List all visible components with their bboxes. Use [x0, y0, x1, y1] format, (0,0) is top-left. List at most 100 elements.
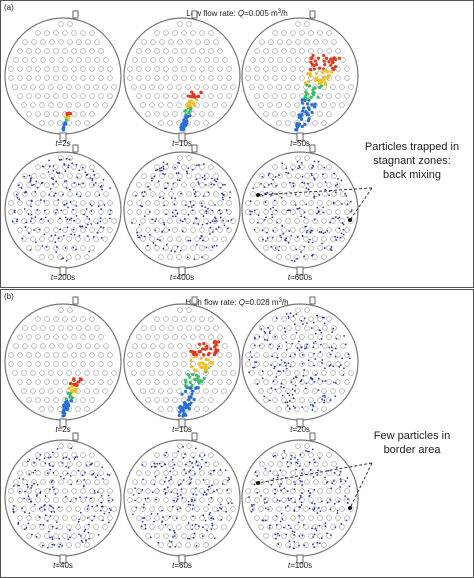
obstacle — [285, 218, 291, 224]
obstacle — [281, 497, 287, 503]
obstacle — [194, 84, 200, 90]
obstacle — [140, 388, 146, 394]
particle — [26, 460, 29, 463]
obstacle — [190, 111, 196, 117]
particle — [202, 376, 206, 380]
particle — [196, 243, 198, 246]
particle — [191, 508, 194, 510]
particle — [70, 483, 73, 486]
particle — [173, 203, 176, 206]
obstacle — [149, 84, 155, 90]
obstacle — [277, 57, 283, 63]
obstacle — [103, 191, 109, 197]
obstacle — [80, 75, 86, 81]
obstacle — [140, 84, 146, 90]
obstacle — [85, 57, 91, 63]
particle — [202, 195, 205, 197]
obstacle — [195, 39, 201, 45]
particle — [224, 469, 227, 472]
particle — [287, 172, 290, 174]
particle — [305, 187, 308, 189]
obstacle — [30, 236, 36, 242]
obstacle — [158, 84, 164, 90]
particle — [212, 518, 215, 520]
particle — [287, 362, 290, 365]
obstacle — [8, 361, 14, 367]
particle — [336, 512, 339, 515]
particle — [205, 344, 209, 348]
particle — [179, 483, 182, 485]
obstacle — [217, 497, 223, 503]
particle — [221, 196, 224, 199]
particle — [169, 546, 172, 548]
particle — [59, 543, 62, 546]
obstacle — [326, 48, 332, 54]
obstacle — [267, 84, 273, 90]
particle — [175, 209, 177, 212]
particle — [50, 505, 53, 508]
particle — [52, 471, 55, 474]
particle — [192, 397, 196, 402]
particle — [275, 524, 278, 526]
particle — [203, 174, 206, 177]
time-label: t=20s — [290, 425, 310, 434]
particle — [135, 194, 137, 197]
particle — [170, 188, 173, 191]
obstacle — [85, 173, 91, 179]
obstacle — [312, 406, 318, 412]
obstacle — [71, 488, 77, 494]
particle — [281, 518, 284, 520]
particle — [252, 366, 254, 369]
obstacle — [222, 479, 228, 485]
particle — [157, 541, 160, 544]
particle — [334, 235, 337, 238]
particle — [300, 503, 303, 506]
obstacle — [217, 93, 223, 99]
obstacle — [221, 524, 227, 530]
particle — [171, 458, 174, 461]
obstacle — [8, 497, 14, 503]
obstacle — [177, 343, 183, 349]
obstacle — [226, 200, 232, 206]
particle — [300, 101, 304, 105]
obstacle — [93, 370, 99, 376]
obstacle — [94, 325, 100, 331]
obstacle — [250, 479, 256, 485]
particle — [211, 522, 214, 525]
obstacle — [322, 325, 328, 331]
particle — [93, 515, 96, 518]
obstacle — [267, 218, 273, 224]
obstacle — [258, 524, 264, 530]
particle — [163, 480, 166, 483]
particle — [215, 340, 219, 344]
particle — [339, 478, 342, 480]
obstacle — [254, 361, 260, 367]
obstacle — [286, 57, 292, 63]
particle — [76, 176, 79, 179]
obstacle — [80, 316, 86, 322]
particle — [294, 501, 297, 504]
particle — [65, 259, 68, 262]
particle — [279, 520, 282, 523]
obstacle — [163, 48, 169, 54]
obstacle — [259, 173, 265, 179]
particle — [326, 532, 328, 535]
obstacle — [53, 361, 59, 367]
particle — [98, 194, 101, 197]
particle — [219, 468, 222, 471]
obstacle — [199, 397, 205, 403]
particle — [328, 346, 331, 349]
obstacle — [326, 30, 332, 36]
obstacle — [163, 379, 169, 385]
particle — [309, 492, 312, 495]
particle — [301, 181, 304, 184]
obstacle — [308, 470, 314, 476]
particle — [271, 236, 274, 239]
obstacle — [340, 343, 346, 349]
particle — [170, 540, 173, 543]
particle — [310, 327, 313, 330]
particle — [91, 519, 94, 522]
obstacle — [57, 120, 63, 126]
particle — [40, 506, 43, 509]
obstacle — [285, 120, 291, 126]
